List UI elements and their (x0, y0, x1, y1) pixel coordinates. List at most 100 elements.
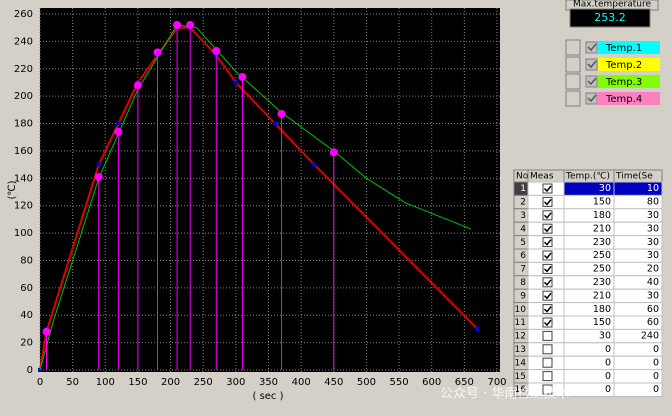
cell-value: 80 (647, 197, 659, 208)
row-number: 13 (515, 345, 526, 355)
point-marker (42, 327, 51, 336)
y-tick-label: 20 (20, 338, 33, 349)
cell-value: 230 (593, 277, 611, 288)
meas-check (543, 225, 552, 233)
table-header: Meas (530, 172, 554, 182)
meas-checkbox[interactable] (542, 357, 553, 368)
x-tick-label: 100 (96, 377, 115, 388)
meas-checkbox[interactable] (542, 304, 553, 315)
x-tick-label: 250 (194, 377, 213, 388)
point-marker (329, 148, 338, 157)
y-tick-label: 80 (20, 255, 33, 266)
legend-button[interactable] (565, 39, 581, 56)
cell-value: 180 (593, 210, 611, 221)
meas-checkbox[interactable] (542, 277, 553, 288)
meas-check (543, 292, 552, 300)
meas-check (543, 239, 552, 246)
x-tick-label: 400 (292, 377, 311, 388)
meas-checkbox[interactable] (542, 290, 553, 301)
row-number: 4 (520, 224, 526, 234)
cell-value: 0 (653, 357, 659, 368)
meas-checkbox[interactable] (542, 371, 553, 382)
legend-checkbox[interactable] (585, 92, 598, 105)
y-tick-label: 220 (14, 64, 33, 75)
legend-label: Temp.2 (605, 60, 642, 71)
meas-checkbox[interactable] (542, 183, 553, 194)
meas-checkbox[interactable] (542, 344, 553, 355)
point-marker (277, 109, 286, 118)
meas-check (543, 265, 552, 273)
table-header: Time(Se (615, 172, 653, 182)
series-line (39, 24, 472, 371)
vertex-marker (96, 162, 101, 167)
meas-check (543, 306, 552, 313)
x-tick-label: 550 (390, 377, 409, 388)
row-number: 5 (520, 238, 526, 248)
y-tick-label: 240 (14, 36, 33, 47)
meas-checkbox[interactable] (542, 237, 553, 248)
meas-checkbox[interactable] (542, 317, 553, 328)
x-tick-label: 450 (324, 377, 343, 388)
meas-checkbox[interactable] (542, 210, 553, 221)
meas-checkbox[interactable] (542, 196, 553, 207)
y-tick-label: 40 (20, 310, 33, 321)
row-number: 12 (515, 332, 526, 342)
legend-label: Temp.4 (605, 94, 642, 105)
point-marker (153, 48, 162, 57)
max-temp-value: 253.2 (594, 11, 626, 24)
legend-checkbox[interactable] (585, 75, 598, 88)
y-tick-label: 160 (14, 146, 33, 157)
y-tick-label: 120 (14, 201, 33, 212)
x-tick-label: 600 (422, 377, 441, 388)
meas-checkbox[interactable] (542, 263, 553, 274)
cell-value: 150 (593, 197, 611, 208)
x-tick-label: 50 (66, 377, 79, 388)
cell-value: 0 (653, 344, 659, 355)
vertex-marker (312, 162, 317, 167)
meas-checkbox[interactable] (542, 384, 553, 395)
cell[interactable] (613, 382, 663, 397)
legend-swatch (598, 92, 660, 105)
meas-check (543, 212, 552, 219)
cell-value: 30 (647, 250, 659, 261)
cell-value: 20 (647, 264, 659, 275)
legend-swatch (598, 41, 660, 54)
table-header: Temp.(℃) (565, 172, 610, 182)
cell-value: 0 (605, 344, 611, 355)
cell-value: 0 (605, 371, 611, 382)
row-number: 7 (520, 265, 526, 275)
legend-button[interactable] (565, 73, 581, 90)
x-tick-label: 200 (161, 377, 180, 388)
meas-checkbox[interactable] (542, 330, 553, 341)
cell-value: 30 (647, 237, 659, 248)
point-marker (173, 20, 182, 29)
legend-checkbox[interactable] (585, 41, 598, 54)
y-tick-label: 0 (27, 365, 33, 376)
legend-button[interactable] (565, 90, 581, 107)
meas-checkbox[interactable] (542, 250, 553, 261)
cell-value: 0 (653, 384, 659, 395)
cell-value: 60 (647, 317, 659, 328)
y-axis-label: (℃) (7, 180, 18, 199)
row-number: 6 (520, 251, 526, 261)
vertex-marker (116, 121, 121, 126)
meas-checkbox[interactable] (542, 223, 553, 234)
max-temp-label: Max.temperature (573, 0, 652, 10)
y-tick-label: 180 (14, 119, 33, 130)
row-number: 9 (520, 291, 526, 301)
meas-check (543, 319, 552, 327)
y-tick-label: 140 (14, 173, 33, 184)
y-tick-label: 260 (14, 9, 33, 20)
cell-value: 30 (647, 290, 659, 301)
row-number: 2 (520, 198, 526, 208)
x-tick-label: 650 (455, 377, 474, 388)
cell-value: 250 (593, 264, 611, 275)
legend-button[interactable] (565, 56, 581, 73)
legend-checkbox[interactable] (585, 58, 598, 71)
y-tick-label: 60 (20, 283, 33, 294)
x-tick-label: 300 (226, 377, 245, 388)
x-tick-label: 0 (37, 377, 43, 388)
x-tick-label: 350 (259, 377, 278, 388)
